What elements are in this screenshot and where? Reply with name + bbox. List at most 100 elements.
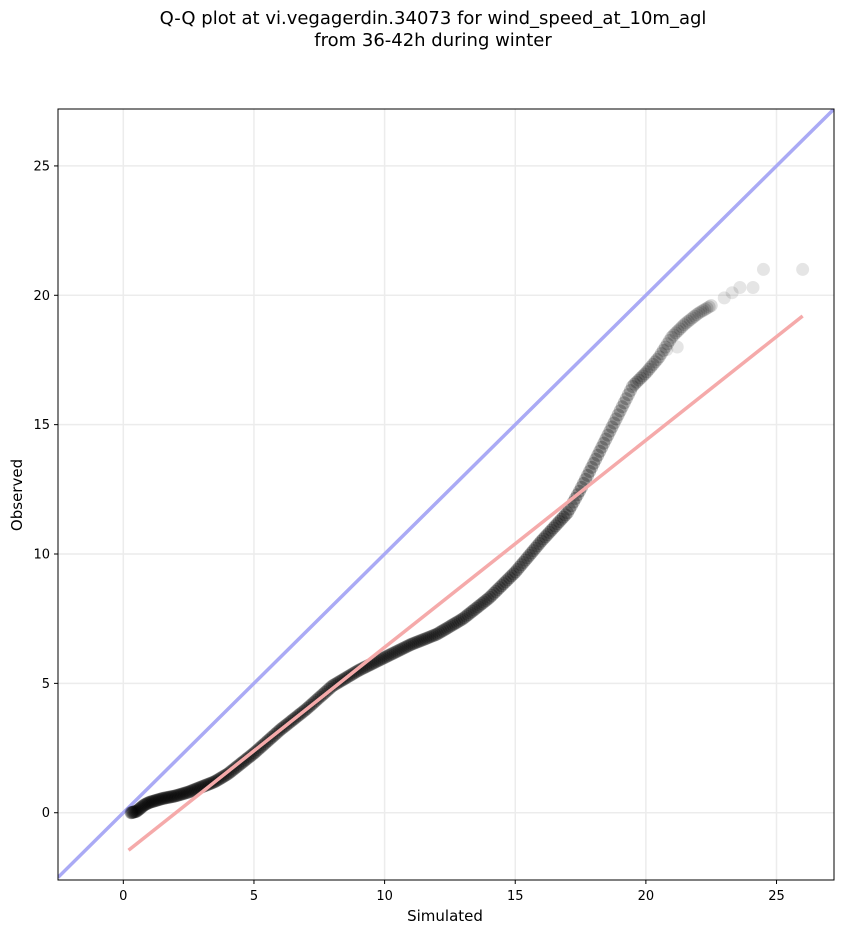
- data-point: [546, 521, 560, 535]
- data-point: [516, 555, 530, 569]
- data-point: [634, 371, 648, 385]
- data-points: [124, 262, 810, 820]
- data-point: [154, 792, 168, 806]
- data-point: [685, 311, 699, 325]
- data-point: [648, 355, 662, 369]
- data-point: [638, 367, 652, 381]
- plot-area: [58, 109, 834, 879]
- data-point: [607, 416, 621, 430]
- data-point: [385, 647, 399, 661]
- data-point: [459, 609, 473, 623]
- data-point: [430, 627, 444, 641]
- data-point: [628, 377, 642, 391]
- data-point: [512, 560, 526, 574]
- data-point: [491, 583, 505, 597]
- y-axis-label: Observed: [8, 459, 26, 531]
- data-point: [506, 567, 520, 581]
- data-point: [148, 794, 162, 808]
- data-point: [407, 636, 421, 650]
- data-point: [182, 785, 196, 799]
- data-point: [630, 375, 644, 389]
- data-point: [524, 546, 538, 560]
- data-point: [126, 805, 140, 819]
- data-point: [139, 797, 153, 811]
- data-point: [140, 797, 154, 811]
- data-point: [636, 369, 650, 383]
- data-point: [485, 588, 499, 602]
- data-point: [532, 537, 546, 551]
- x-tick-label: 0: [119, 889, 127, 904]
- x-axis: 0 5 10 15 20 25: [119, 880, 785, 904]
- data-point: [185, 784, 199, 798]
- data-point: [446, 618, 460, 632]
- data-point: [796, 262, 810, 276]
- data-point: [415, 633, 429, 647]
- data-point: [501, 573, 515, 587]
- y-tick-label: 15: [33, 418, 50, 433]
- data-point: [125, 806, 139, 820]
- data-point: [623, 384, 637, 398]
- data-point: [656, 343, 670, 357]
- data-point: [436, 624, 450, 638]
- data-point: [426, 629, 440, 643]
- data-point: [499, 575, 513, 589]
- data-point: [692, 306, 706, 320]
- data-point: [632, 373, 646, 387]
- data-point: [670, 340, 684, 354]
- data-point: [587, 456, 601, 470]
- data-point: [161, 790, 175, 804]
- data-point: [583, 464, 597, 478]
- data-point: [599, 432, 613, 446]
- data-point: [550, 517, 564, 531]
- data-point: [145, 794, 159, 808]
- data-point: [717, 291, 731, 305]
- data-point: [173, 788, 187, 802]
- data-point: [683, 313, 697, 327]
- data-point: [130, 804, 144, 818]
- data-point: [201, 777, 215, 791]
- data-point: [756, 262, 770, 276]
- data-point: [661, 337, 675, 351]
- data-point: [386, 646, 400, 660]
- data-point: [147, 794, 161, 808]
- data-point: [597, 436, 611, 450]
- data-point: [562, 502, 576, 516]
- data-point: [733, 281, 747, 295]
- data-point: [526, 544, 540, 558]
- y-tick-label: 0: [42, 806, 50, 821]
- data-point: [479, 594, 493, 608]
- data-point: [463, 606, 477, 620]
- data-point: [409, 635, 423, 649]
- data-point: [467, 603, 481, 617]
- data-point: [652, 350, 666, 364]
- data-point: [534, 534, 548, 548]
- data-point: [379, 650, 393, 664]
- data-point: [428, 628, 442, 642]
- data-point: [373, 653, 387, 667]
- data-point: [495, 579, 509, 593]
- chart-title-line-1: Q-Q plot at vi.vegagerdin.34073 for wind…: [159, 8, 707, 29]
- data-point: [746, 281, 760, 295]
- data-point: [421, 631, 435, 645]
- data-point: [589, 452, 603, 466]
- data-point: [673, 322, 687, 336]
- data-point: [595, 440, 609, 454]
- data-point: [725, 286, 739, 300]
- data-point: [538, 530, 552, 544]
- data-point: [469, 601, 483, 615]
- data-point: [381, 649, 395, 663]
- data-point: [581, 468, 595, 482]
- data-point: [619, 392, 633, 406]
- data-point: [392, 643, 406, 657]
- data-point: [560, 506, 574, 520]
- y-tick-label: 25: [33, 159, 50, 174]
- data-point: [131, 803, 145, 817]
- data-point: [669, 326, 683, 340]
- data-point: [544, 523, 558, 537]
- data-point: [665, 330, 679, 344]
- data-point: [615, 400, 629, 414]
- data-point: [698, 302, 712, 316]
- data-point: [383, 648, 397, 662]
